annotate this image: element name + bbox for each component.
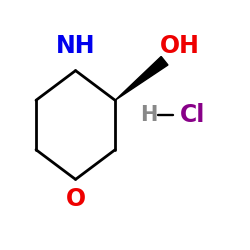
Text: O: O: [66, 187, 86, 211]
Text: H: H: [140, 105, 157, 125]
Text: OH: OH: [160, 34, 199, 58]
Text: NH: NH: [56, 34, 95, 58]
Text: Cl: Cl: [180, 103, 205, 127]
Polygon shape: [115, 56, 168, 100]
